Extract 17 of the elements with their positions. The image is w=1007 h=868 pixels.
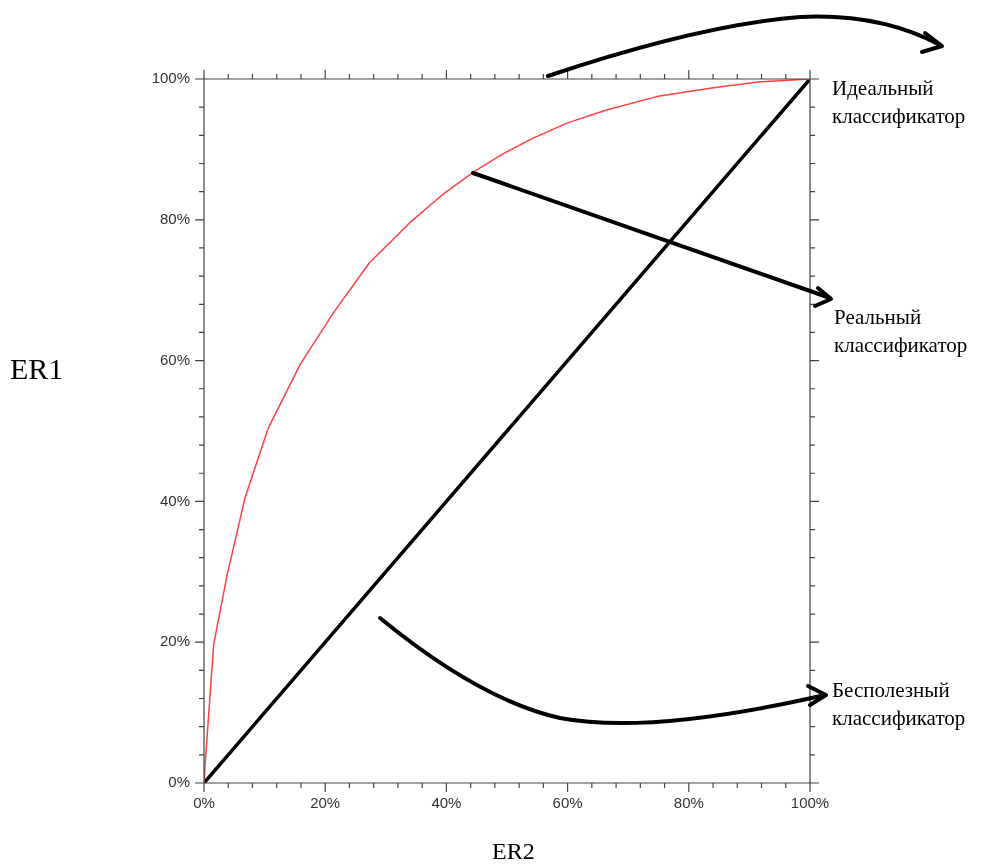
- text: Идеальный классификатор: [832, 75, 967, 130]
- x-tick-label: 0%: [193, 794, 215, 812]
- text: Бесполезный классификатор: [832, 677, 967, 732]
- y-tick-label: 60%: [159, 350, 190, 368]
- x-tick-label: 40%: [431, 794, 462, 812]
- y-tick-label: 100%: [151, 69, 190, 87]
- y-tick-label: 0%: [168, 773, 190, 791]
- x-tick-label: 20%: [310, 794, 341, 812]
- x-tick-label: 80%: [673, 794, 704, 812]
- y-tick-label: 80%: [159, 209, 190, 227]
- x-tick-label: 100%: [790, 794, 830, 812]
- x-tick-label: 60%: [552, 794, 583, 812]
- y-tick-label: 20%: [159, 632, 190, 650]
- x-axis-title: ER2: [492, 838, 535, 865]
- y-tick-label: 40%: [159, 491, 190, 509]
- text: Реальный классификатор: [834, 304, 969, 359]
- y-axis-title: ER1: [10, 352, 64, 386]
